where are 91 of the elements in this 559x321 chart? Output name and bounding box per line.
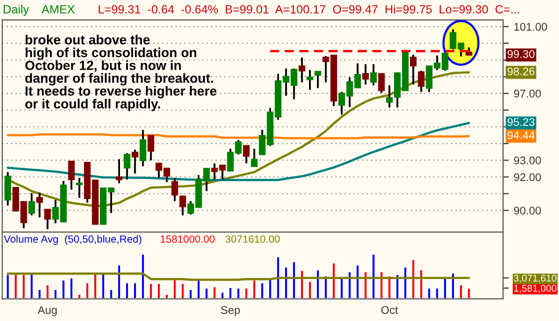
bar: [5, 274, 10, 299]
candlestick: [410, 54, 417, 86]
bar: [140, 253, 146, 299]
bar: [387, 274, 392, 299]
annotation: 3071610.00: [226, 235, 280, 243]
bar: [132, 282, 138, 299]
bar: [236, 287, 241, 299]
x-tick-label: Aug: [38, 306, 57, 316]
candlestick: [36, 192, 43, 218]
candlestick: [44, 208, 51, 230]
bar: [124, 282, 130, 299]
bar: [61, 279, 66, 299]
text: 99.30: [508, 50, 534, 58]
bar: [260, 282, 265, 299]
bar: [188, 288, 194, 299]
y-tick-label: 93.00: [514, 156, 541, 164]
bar: [292, 260, 296, 299]
y-tick-label: 97.00: [514, 90, 541, 98]
bar: [458, 284, 464, 299]
bar: [284, 266, 288, 299]
candlestick: [362, 63, 369, 86]
bar: [355, 264, 360, 299]
candlestick: [140, 128, 146, 168]
bar: [244, 287, 249, 299]
bar: [300, 270, 304, 299]
x-tick-label: Oct: [381, 306, 398, 314]
candlestick: [298, 56, 306, 84]
candlestick: [242, 144, 250, 164]
candlestick: [124, 152, 130, 180]
bar: [148, 282, 154, 299]
candlestick: [306, 69, 314, 91]
chart-title: Daily AMEX: [4, 4, 75, 16]
candlestick: [179, 195, 186, 216]
bar: [76, 293, 82, 299]
bar: [252, 279, 257, 299]
bar: [308, 280, 312, 299]
bar: [156, 282, 162, 299]
annotation: broke out above the high of its consolidation on October 12, but is now in danger of failing the breakout. It needs to reverse higher here or it could fall rapidly.: [25, 34, 216, 112]
candlestick: [250, 148, 258, 168]
candlestick: [4, 171, 12, 207]
bar: [116, 264, 122, 299]
candlestick: [28, 192, 35, 216]
bar: [164, 293, 170, 299]
bar: [212, 286, 217, 299]
candlestick: [418, 70, 425, 93]
candlestick: [314, 70, 322, 89]
y-tick-label: 1,581,000: [514, 284, 556, 293]
text: 95.23: [508, 118, 534, 126]
bar: [228, 286, 233, 299]
line-series: [6, 122, 470, 182]
bar: [196, 279, 201, 299]
bar: [331, 262, 336, 299]
bar: [45, 284, 50, 299]
bar: [84, 282, 90, 299]
bar: [220, 291, 225, 299]
bar: [450, 272, 456, 299]
candlestick: [370, 63, 377, 86]
y-tick-label: 3,071,610: [514, 274, 556, 283]
bar: [180, 282, 186, 299]
x-tick-label: Sep: [221, 306, 240, 316]
bar: [276, 256, 280, 299]
bar: [466, 287, 472, 299]
bar: [204, 287, 209, 299]
text: 94.44: [508, 131, 535, 140]
candlestick: [116, 158, 122, 184]
bar: [379, 270, 384, 299]
y-tick-label: 101.00: [514, 22, 548, 31]
bar: [434, 287, 440, 299]
candlestick: [378, 72, 385, 94]
candlestick: [68, 160, 75, 191]
text: 98.26: [508, 67, 534, 76]
bar: [426, 287, 432, 299]
bar: [108, 288, 114, 299]
bar: [371, 253, 376, 299]
bar: [37, 288, 42, 299]
chart-title: Volume Avg (50,50,blue,Red): [4, 235, 142, 245]
y-tick-label: 90.00: [514, 206, 541, 214]
bar: [69, 277, 74, 299]
bar: [402, 266, 408, 299]
bar: [363, 270, 368, 299]
annotation: 1581000.00: [160, 235, 215, 243]
line-series: [6, 272, 470, 281]
bar: [53, 288, 58, 299]
candlestick: [76, 177, 83, 199]
y-tick-label: 92.00: [514, 173, 541, 182]
candlestick: [132, 148, 138, 174]
chart-subtitle: L=99.31 -0.64 -0.64% B=99.01 A=100.17 O=99.47 Hi=99.75 Lo=99.30 C=...: [98, 4, 520, 14]
candlestick: [148, 134, 154, 162]
bar: [410, 258, 416, 299]
candlestick: [171, 177, 178, 202]
bar: [21, 274, 26, 299]
